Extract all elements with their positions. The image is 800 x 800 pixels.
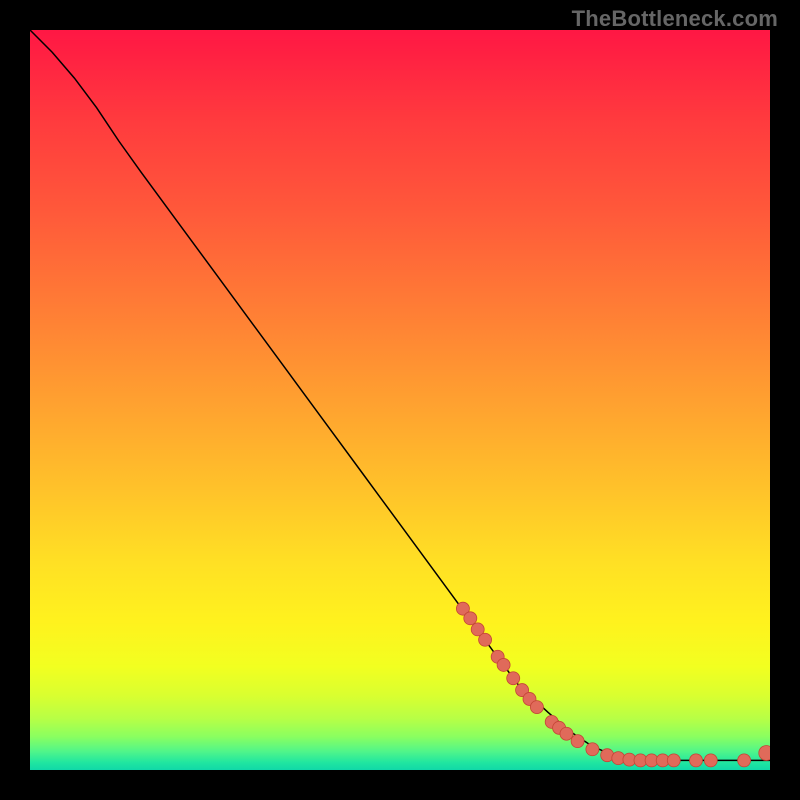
data-marker — [759, 745, 770, 760]
data-marker — [571, 735, 584, 748]
data-marker — [738, 754, 751, 767]
chart-curve-layer — [30, 30, 770, 770]
data-markers-group — [456, 602, 770, 767]
data-marker — [667, 754, 680, 767]
data-marker — [704, 754, 717, 767]
data-marker — [530, 701, 543, 714]
data-marker — [507, 672, 520, 685]
data-marker — [479, 633, 492, 646]
data-marker — [690, 754, 703, 767]
bottleneck-curve-line — [30, 30, 770, 760]
bottleneck-chart — [30, 30, 770, 770]
data-marker — [464, 612, 477, 625]
data-marker — [586, 743, 599, 756]
watermark-text: TheBottleneck.com — [572, 6, 778, 32]
data-marker — [560, 727, 573, 740]
data-marker — [497, 658, 510, 671]
